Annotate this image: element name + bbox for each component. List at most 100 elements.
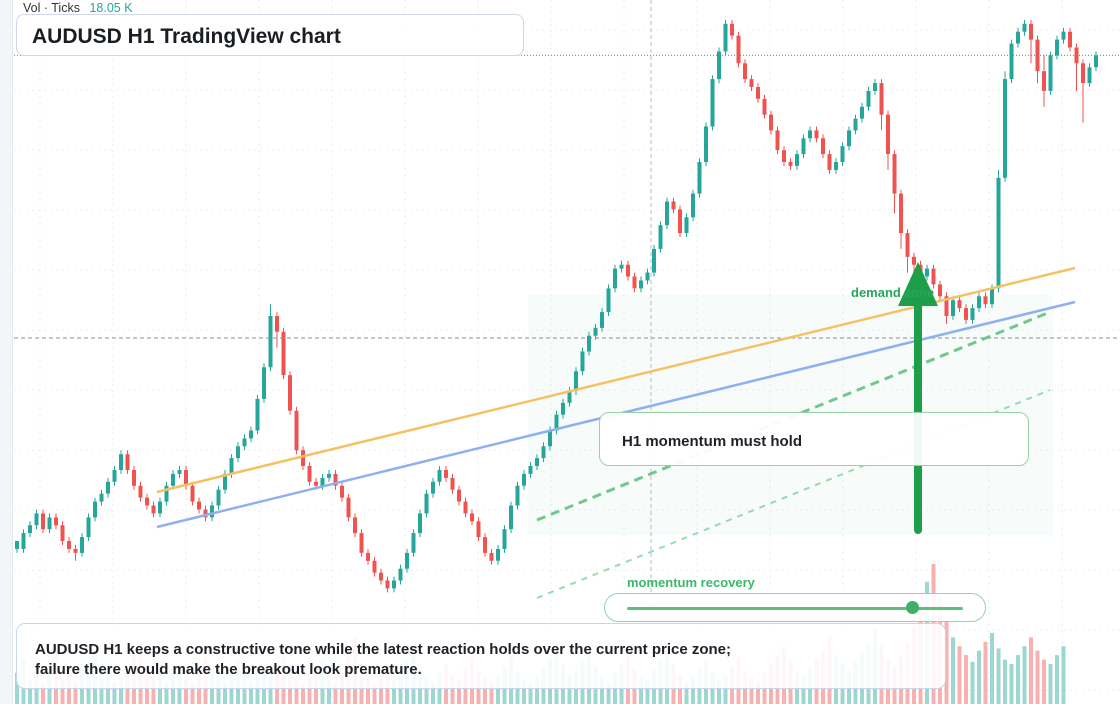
candle-body [164,485,169,502]
candle-body [203,509,208,518]
candle-body [983,296,988,305]
candle-body [749,79,754,87]
candle-body [223,473,227,490]
candle-body [964,308,968,320]
candle-body [184,470,188,486]
volume-bar [483,677,487,704]
candle-body [678,209,682,234]
volume-bar [171,675,175,704]
candle-body [697,162,702,194]
momentum-recovery-label: momentum recovery [627,575,755,590]
candle-body [418,513,422,534]
candle-body [190,485,195,502]
candle-body [548,430,552,447]
volume-bar [268,677,273,704]
candle-body [574,371,578,391]
candle-body [151,505,156,514]
chart-title: AUDUSD H1 TradingView chart [32,25,341,48]
volume-bar [678,675,682,704]
candle-body [730,23,734,36]
volume-bar [164,681,169,704]
candle-body [515,485,520,506]
candle-body [242,438,247,447]
candle-body [372,560,377,573]
candle-body [613,268,617,289]
candle-body [392,580,396,589]
candle-body [704,126,708,162]
volume-bar [184,679,188,704]
candle-body [281,331,286,376]
candle-body [171,473,175,486]
candle-body [86,517,91,538]
candle-body [67,541,71,549]
candle-body [808,130,812,139]
volume-bar [717,679,721,704]
candle-body [996,177,1001,289]
volume-bar [112,681,117,704]
candle-body [593,327,598,336]
volume-bar [249,681,253,704]
candle-body [21,533,26,549]
candle-body [489,552,494,561]
volume-bar [990,632,994,704]
candle-body [892,154,897,194]
caption-text: AUDUSD H1 keeps a constructive tone whil… [35,641,732,678]
candle-body [379,572,383,581]
candle-body [925,268,929,277]
candle-body [905,233,910,257]
candle-body [158,501,162,514]
candle-body [359,533,364,553]
candle-body [957,300,962,309]
volume-bar [294,679,299,704]
candle-body [340,485,344,498]
candle-body [398,568,403,581]
candle-body [951,300,955,316]
volume-bar [119,677,123,704]
candle-body [990,288,994,305]
volume-bar [951,637,955,704]
candle-body [665,201,669,226]
volume-bar [327,675,331,704]
candle-body [177,470,182,474]
candle-body [775,130,780,151]
candle-body [268,316,273,368]
candle-body [879,83,884,115]
candle-body [509,505,513,530]
volume-bar [522,679,526,704]
candle-body [912,256,916,265]
candle-body [567,391,572,403]
volume-bar [749,677,754,704]
candle-body [132,470,136,486]
candle-body [944,296,949,316]
candle-body [450,477,455,490]
candle-body [255,398,260,431]
volume-bar [73,681,78,704]
volume-bar [216,677,221,704]
momentum-recovery-knob[interactable] [906,601,920,614]
candle-body [801,138,806,155]
volume-bar [996,648,1001,704]
candle-body [645,272,650,281]
volume-bar [1061,646,1066,704]
candle-body [476,521,481,538]
candle-body [1081,63,1085,83]
volume-bar [970,661,975,704]
candle-body [301,450,305,466]
candle-body [684,217,689,234]
volume-bar [528,684,533,704]
candle-body [1087,67,1092,84]
candle-body [606,288,611,313]
volume-legend-label: Vol · Ticks [23,1,80,15]
candle-body [320,477,325,486]
candle-body [463,501,468,514]
candle-body [275,316,279,332]
candle-body [756,87,760,99]
candle-body [762,98,767,115]
candle-body [827,154,832,170]
candle-body [847,130,851,147]
candle-body [736,35,741,64]
candle-body [1016,31,1020,44]
candle-body [710,79,715,127]
candle-body [197,501,201,510]
